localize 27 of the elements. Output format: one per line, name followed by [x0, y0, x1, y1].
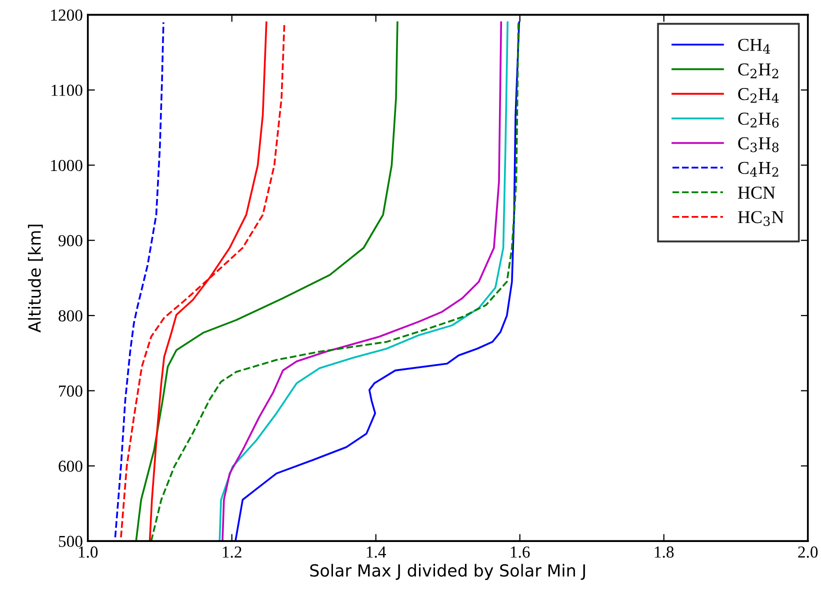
- legend-label: HCN: [738, 186, 776, 199]
- y-tick-label: 600: [58, 460, 82, 472]
- line-series: [135, 21, 398, 542]
- legend-label: C$_{3}$H$_{8}$: [738, 137, 779, 152]
- legend-label: C$_{2}$H$_{6}$: [738, 112, 779, 128]
- x-tick-label: 1.0: [78, 546, 98, 558]
- y-tick-label: 1100: [52, 84, 82, 96]
- legend-label: C$_{2}$H$_{4}$: [738, 88, 779, 103]
- y-tick-label: 800: [58, 310, 82, 322]
- y-tick-label: 1000: [51, 160, 82, 172]
- line-series: [114, 21, 164, 538]
- x-tick-label: 1.6: [510, 546, 530, 558]
- x-tick-label: 1.8: [654, 546, 674, 558]
- y-tick-label: 500: [58, 536, 82, 548]
- legend-label: HC$_{3}$N: [738, 211, 784, 226]
- line-series: [150, 21, 520, 542]
- legend-label: C$_{4}$H$_{2}$: [738, 162, 778, 177]
- x-tick-label: 2.0: [798, 546, 818, 558]
- x-axis-title: Solar Max J divided by Solar Min J: [310, 564, 585, 580]
- legend-label: CH$_{4}$: [738, 38, 770, 54]
- y-tick-label: 700: [59, 385, 82, 397]
- legend-label: C$_{2}$H$_{2}$: [738, 63, 778, 78]
- y-tick-label: 1200: [51, 10, 82, 21]
- x-tick-label: 1.4: [366, 546, 386, 558]
- y-tick-label: 900: [58, 235, 82, 246]
- y-axis-title: Altitude [km]: [28, 224, 43, 332]
- x-tick-label: 1.2: [222, 546, 242, 558]
